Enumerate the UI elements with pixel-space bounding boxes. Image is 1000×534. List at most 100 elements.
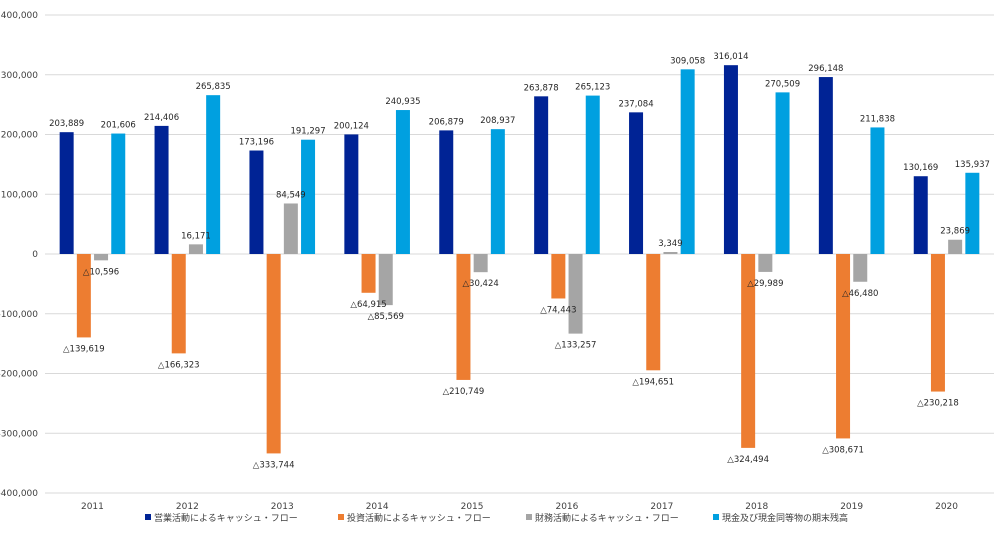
y-tick-label: 400,000 [1,11,38,21]
y-tick-label: -200,000 [0,370,38,380]
y-tick-label: -100,000 [0,310,38,320]
data-label: △64,915 [350,300,386,310]
bar [439,130,454,254]
data-labels-layer: 203,889 214,406 173,196 200,124 206,879 263,8… [49,52,990,470]
x-tick-label: 2013 [271,502,294,512]
bar [551,254,566,299]
data-label: △29,989 [747,279,783,289]
bar [301,139,316,254]
data-label: 265,123 [575,83,610,93]
data-label: △139,619 [63,344,105,354]
bar [456,254,471,380]
bar [775,92,790,254]
bar [680,69,695,254]
bar [663,251,678,254]
bar [266,254,281,454]
y-tick-label: -400,000 [0,489,38,499]
bar [568,254,583,334]
data-label: △30,424 [463,279,499,289]
bar [283,203,298,254]
data-label: 23,869 [940,227,970,237]
data-label: △333,744 [253,460,295,470]
bar [758,254,773,272]
bar [836,254,851,439]
x-tick-label: 2019 [840,502,863,512]
data-label: 201,606 [101,121,136,131]
bar [76,254,91,338]
axis-layer: 400,000 300,000 200,000 100,000 0 -100,000 -20… [0,11,958,512]
y-tick-label: 100,000 [1,190,38,200]
data-label: △194,651 [632,377,674,387]
bar [930,254,945,392]
data-label: △324,494 [727,455,769,465]
bar [853,254,868,282]
bar [629,112,644,254]
data-label: 203,889 [49,119,84,129]
data-label: 263,878 [524,83,559,93]
data-label: 214,406 [144,113,179,123]
data-label: 208,937 [480,116,515,126]
bar [741,254,756,448]
grid-layer [45,14,994,494]
data-label: 316,014 [713,52,748,62]
data-label: 135,937 [955,160,990,170]
bar [948,239,963,254]
bars-layer [59,65,980,454]
legend: 営業活動によるキャッシュ・フロー 投資活動によるキャッシュ・フロー 財務活動によるキ… [145,512,848,524]
y-tick-label: -300,000 [0,429,38,439]
data-label: 3,349 [658,239,682,249]
x-tick-label: 2020 [935,502,958,512]
data-label: △133,257 [555,341,597,351]
bar [534,96,549,255]
x-tick-label: 2015 [461,502,484,512]
data-label: △10,596 [83,267,119,277]
bar [818,77,833,254]
x-tick-label: 2012 [176,502,199,512]
x-tick-label: 2011 [81,502,104,512]
legend-swatch [338,514,344,520]
data-label: 211,838 [860,114,895,124]
legend-swatch [713,514,719,520]
y-tick-label: 0 [32,250,38,260]
legend-swatch [526,514,532,520]
y-tick-label: 200,000 [1,131,38,141]
data-label: 265,835 [196,82,231,92]
data-label: 200,124 [334,121,369,131]
bar [490,129,505,254]
bar [111,133,126,254]
bar [249,150,264,254]
bar [94,254,109,261]
data-label: 130,169 [903,163,938,173]
bar [361,254,376,293]
bar [723,65,738,254]
data-label: 206,879 [429,117,464,127]
data-label: △230,218 [917,399,959,409]
data-label: △74,443 [540,305,576,315]
data-label: 16,171 [181,231,211,241]
bar [154,125,169,254]
bar [59,132,74,254]
data-label: 191,297 [290,127,325,137]
bar [585,95,600,254]
bar [395,110,410,254]
data-label: 173,196 [239,138,274,148]
data-label: 270,509 [765,79,800,89]
x-tick-label: 2014 [366,502,389,512]
data-label: △46,480 [842,289,878,299]
bar [171,254,186,354]
bar [870,127,885,254]
data-label: 240,935 [385,97,420,107]
data-label: 296,148 [808,64,843,74]
legend-label: 投資活動によるキャッシュ・フロー [347,512,491,524]
data-label: 84,549 [276,190,306,200]
bar [378,254,393,306]
legend-label: 財務活動によるキャッシュ・フロー [535,512,679,524]
y-tick-label: 300,000 [1,71,38,81]
x-tick-label: 2016 [555,502,578,512]
bar [646,254,661,371]
bar [913,176,928,254]
bar [206,95,221,254]
x-tick-label: 2018 [745,502,768,512]
